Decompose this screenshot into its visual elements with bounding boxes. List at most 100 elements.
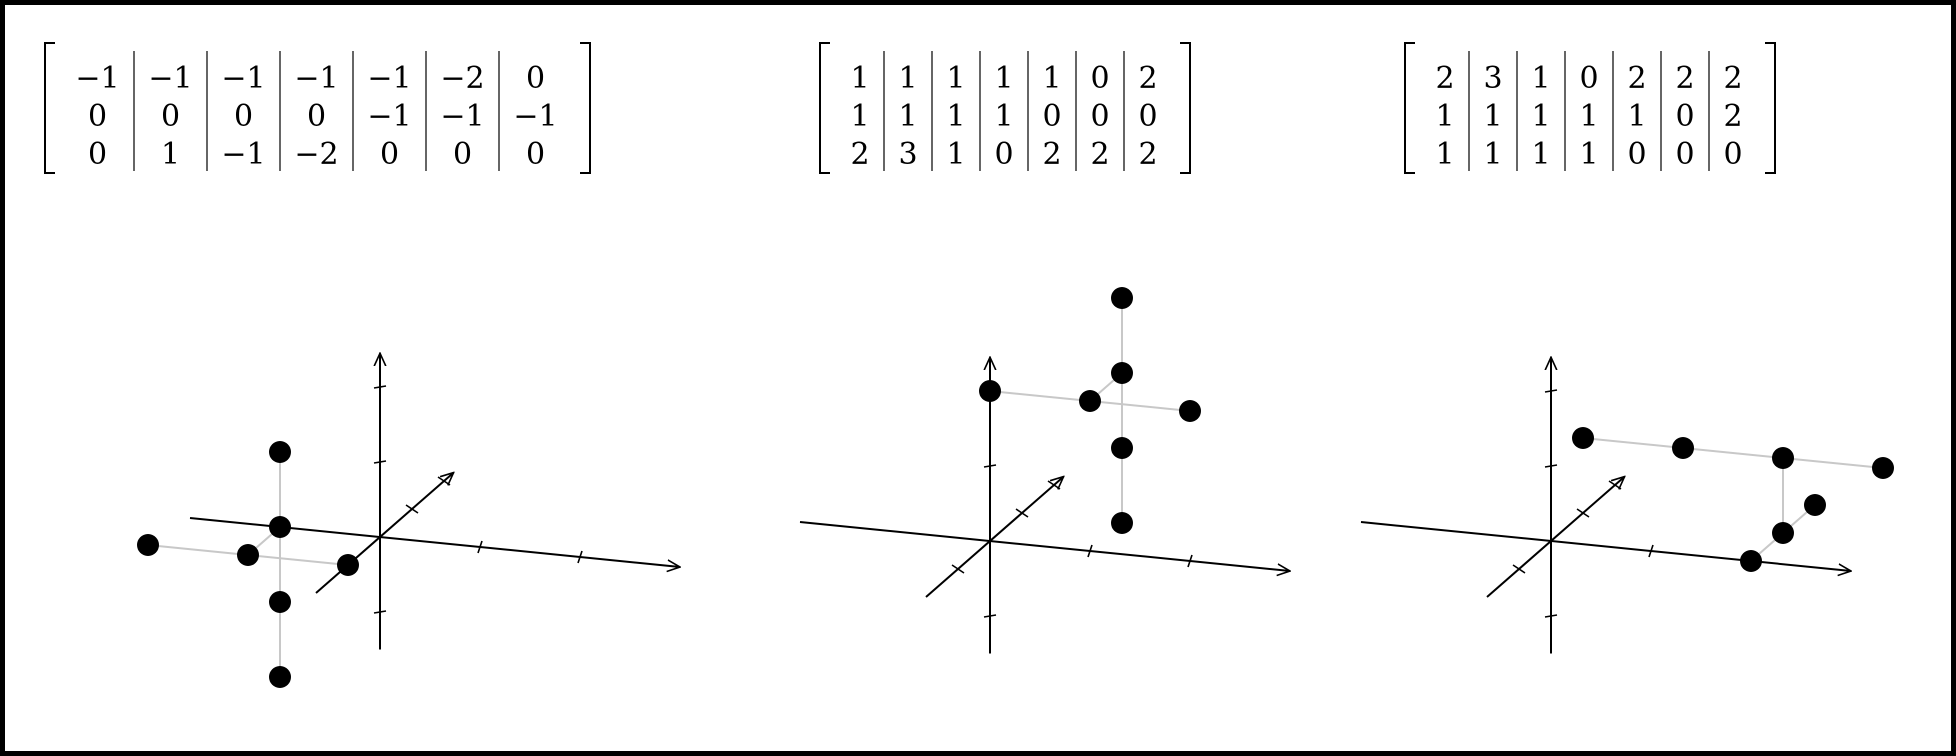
matrix-entry: 0 — [1675, 137, 1694, 172]
z-tick — [373, 385, 387, 389]
matrix-entry: −1 — [294, 61, 338, 96]
matrix-entry: 0 — [1675, 99, 1694, 134]
matrix-entry: 0 — [1090, 99, 1109, 134]
z-tick — [1544, 389, 1558, 393]
lattice-point — [137, 534, 159, 556]
matrix-entry: 1 — [946, 61, 965, 96]
matrix-entry: 0 — [526, 137, 545, 172]
matrix-entry: 1 — [994, 61, 1013, 96]
axes — [1360, 357, 1851, 654]
matrix-entry: 1 — [1627, 99, 1646, 134]
connector — [1582, 437, 1684, 449]
lattice-point — [1079, 390, 1101, 412]
matrix-entry: 0 — [526, 61, 545, 96]
lattice-points — [1572, 427, 1894, 572]
y-tick — [951, 564, 965, 574]
matrix-entry: −1 — [148, 61, 192, 96]
lattice-point — [1111, 437, 1133, 459]
lattice-point — [269, 666, 291, 688]
matrix-entry: 1 — [1483, 99, 1502, 134]
connector — [147, 544, 249, 556]
matrix-entry: 2 — [1723, 61, 1742, 96]
matrix-entry: 1 — [946, 99, 965, 134]
matrix-entry: 0 — [1090, 61, 1109, 96]
x-axis — [799, 521, 1290, 571]
matrix-entry: 1 — [1531, 61, 1550, 96]
matrix-entry: 2 — [1138, 137, 1157, 172]
matrix-entry: 0 — [161, 99, 180, 134]
y-tick — [437, 476, 451, 486]
panel-2: 1 1 1 1 1 0 21 1 1 1 0 0 02 3 1 0 2 2 2 — [799, 42, 1290, 654]
matrix-entry: 1 — [994, 99, 1013, 134]
matrix: 1 1 1 1 1 0 21 1 1 1 0 0 02 3 1 0 2 2 2 — [819, 42, 1191, 174]
matrix-entry: 0 — [1042, 99, 1061, 134]
matrix: 2 3 1 0 2 2 21 1 1 1 1 0 21 1 1 1 0 0 0 — [1404, 42, 1776, 174]
connector — [1682, 447, 1784, 459]
lattice-points — [137, 441, 359, 688]
lattice-point — [1772, 447, 1794, 469]
matrix-entry: 0 — [453, 137, 472, 172]
connector — [1782, 457, 1884, 469]
matrix-entry: 1 — [898, 99, 917, 134]
x-axis — [1360, 521, 1851, 571]
matrix-entry: 0 — [88, 137, 107, 172]
lattice-point — [269, 441, 291, 463]
matrix-entry: 1 — [1435, 137, 1454, 172]
matrix-entry: −1 — [221, 137, 265, 172]
matrix-entry: 0 — [1723, 137, 1742, 172]
matrix-entry: −1 — [221, 61, 265, 96]
x-tick — [1087, 544, 1093, 558]
matrix-entry: 0 — [380, 137, 399, 172]
axes — [799, 357, 1290, 654]
x-tick — [1187, 554, 1193, 568]
y-axis — [1486, 477, 1625, 598]
matrix-entry: −2 — [440, 61, 484, 96]
left-bracket — [819, 42, 830, 174]
y-tick — [1015, 508, 1029, 518]
right-bracket — [1765, 42, 1776, 174]
lattice-point — [1111, 362, 1133, 384]
lattice-point — [1179, 400, 1201, 422]
left-bracket — [1404, 42, 1415, 174]
connector — [989, 390, 1091, 402]
matrix-entry: 1 — [1579, 99, 1598, 134]
axes — [189, 353, 680, 650]
x-tick — [1648, 544, 1654, 558]
matrix-entry: −2 — [294, 137, 338, 172]
matrix-entry: 0 — [1138, 99, 1157, 134]
lattice-point — [269, 591, 291, 613]
x-tick — [477, 540, 483, 554]
z-tick — [1544, 464, 1558, 468]
matrix-entry: 0 — [88, 99, 107, 134]
z-tick — [373, 610, 387, 614]
right-bracket — [1180, 42, 1191, 174]
connector — [1089, 400, 1191, 412]
matrix-entry: 1 — [1483, 137, 1502, 172]
matrix-entry: 1 — [898, 61, 917, 96]
lattice-point — [269, 516, 291, 538]
y-axis — [925, 477, 1064, 598]
lattice-point — [237, 544, 259, 566]
left-bracket — [44, 42, 55, 174]
matrix-entry: 3 — [1483, 61, 1502, 96]
figure-canvas: −1 −1 −1 −1 −1 −2 00 0 0 0 −1 −1 −10 1 −1 −2 0 0 01 1 1 1 1 0 21… — [44, 42, 1894, 688]
matrix-entry: 1 — [1531, 99, 1550, 134]
matrix-entry: −1 — [367, 61, 411, 96]
y-tick — [1047, 480, 1061, 490]
matrix-entry: 1 — [1531, 137, 1550, 172]
z-tick — [983, 614, 997, 618]
y-tick — [405, 504, 419, 514]
z-tick — [1544, 614, 1558, 618]
matrix-entry: 1 — [1042, 61, 1061, 96]
lattice-point — [1740, 550, 1762, 572]
matrix-entry: 1 — [850, 61, 869, 96]
matrix-entry: 2 — [1042, 137, 1061, 172]
y-axis — [315, 473, 454, 594]
y-tick — [1576, 508, 1590, 518]
matrix-entry: 2 — [1675, 61, 1694, 96]
matrix-entry: −1 — [75, 61, 119, 96]
lattice-points — [979, 287, 1201, 534]
matrix-entry: 2 — [1627, 61, 1646, 96]
matrix-entry: 0 — [1627, 137, 1646, 172]
